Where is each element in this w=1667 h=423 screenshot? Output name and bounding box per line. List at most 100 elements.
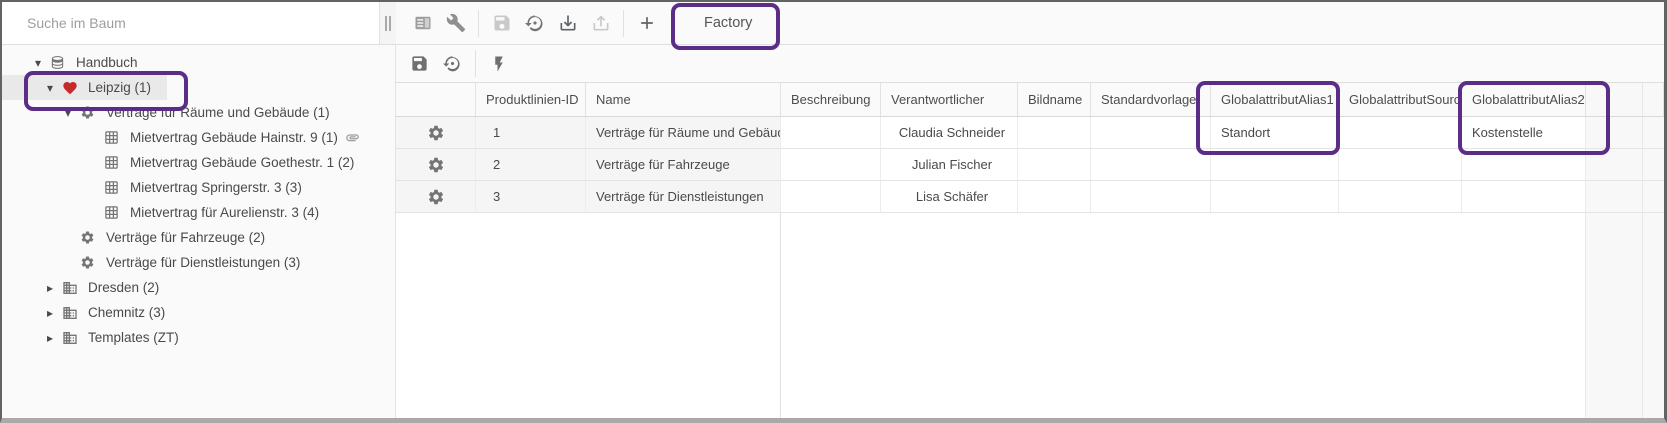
grid-save-button[interactable]	[403, 47, 436, 81]
cell-beschreibung[interactable]	[781, 117, 881, 148]
chevron-right-icon[interactable]: ▸	[46, 330, 54, 345]
header-standardvorlage[interactable]: Standardvorlage	[1091, 83, 1211, 116]
cell-verantwortlicher[interactable]: Lisa Schäfer	[881, 181, 1018, 212]
save-icon	[410, 54, 429, 73]
cell-produktlinien-id[interactable]: 3	[476, 181, 586, 212]
add-tab-button[interactable]	[630, 6, 663, 40]
wrench-button[interactable]	[439, 6, 472, 40]
header-name[interactable]: Name	[586, 83, 781, 116]
building-icon	[60, 330, 79, 346]
cell-beschreibung[interactable]	[781, 149, 881, 180]
upload-button-disabled[interactable]	[584, 6, 617, 40]
toolbar-divider	[623, 9, 624, 37]
cell-produktlinien-id[interactable]: 1	[476, 117, 586, 148]
sidebar-panel-button[interactable]	[406, 6, 439, 40]
building-icon	[60, 305, 79, 321]
cell-standardvorlage[interactable]	[1091, 181, 1211, 212]
cell-globalattribut-alias1[interactable]	[1211, 181, 1339, 212]
cell-verantwortlicher[interactable]: Julian Fischer	[881, 149, 1018, 180]
tree-item-vertraege-raeume[interactable]: ▾ Verträge für Räume und Gebäude (1)	[2, 100, 395, 125]
cell-globalattribut-source[interactable]	[1339, 117, 1462, 148]
tree-item-templates[interactable]: ▸ Templates (ZT)	[2, 325, 395, 350]
plus-icon	[637, 13, 657, 33]
cell-globalattribut-source[interactable]	[1339, 181, 1462, 212]
header-bildname[interactable]: Bildname	[1018, 83, 1091, 116]
chevron-down-icon[interactable]: ▾	[64, 105, 72, 120]
save-button-disabled[interactable]	[485, 6, 518, 40]
cell-globalattribut-alias2[interactable]: Kostenstelle	[1462, 117, 1586, 148]
panel-splitter-handle[interactable]	[380, 2, 396, 44]
lightning-button[interactable]	[482, 47, 515, 81]
row-filler	[1586, 149, 1664, 180]
tree-item-vertraege-dienstleistungen[interactable]: Verträge für Dienstleistungen (3)	[2, 250, 395, 275]
cell-globalattribut-alias2[interactable]	[1462, 149, 1586, 180]
cell-standardvorlage[interactable]	[1091, 117, 1211, 148]
cell-name[interactable]: Verträge für Räume und Gebäude	[586, 117, 781, 148]
table-grid-icon	[102, 155, 121, 170]
tree-item-label: Mietvertrag Gebäude Goethestr. 1 (2)	[130, 155, 355, 170]
cell-name[interactable]: Verträge für Fahrzeuge	[586, 149, 781, 180]
grid-filler-area	[1586, 213, 1664, 418]
table-row: 3 Verträge für Dienstleistungen Lisa Sch…	[396, 181, 1664, 213]
header-beschreibung[interactable]: Beschreibung	[781, 83, 881, 116]
top-bar: Factory	[2, 2, 1664, 45]
tree-item-mietvertrag-goethestr[interactable]: Mietvertrag Gebäude Goethestr. 1 (2)	[2, 150, 395, 175]
chevron-down-icon[interactable]: ▾	[34, 55, 42, 70]
gear-icon	[78, 230, 97, 245]
tree-item-label: Chemnitz (3)	[88, 305, 166, 320]
header-globalattribut-alias2[interactable]: GlobalattributAlias2	[1462, 83, 1586, 116]
heart-icon	[60, 80, 79, 96]
row-gear-button[interactable]	[421, 119, 451, 147]
header-verantwortlicher[interactable]: Verantwortlicher	[881, 83, 1018, 116]
header-gear-column[interactable]	[396, 83, 476, 116]
scroll-column-area	[781, 213, 1586, 418]
gear-icon	[78, 255, 97, 270]
chevron-right-icon[interactable]: ▸	[46, 280, 54, 295]
cell-standardvorlage[interactable]	[1091, 149, 1211, 180]
header-globalattribut-alias1[interactable]: GlobalattributAlias1	[1211, 83, 1339, 116]
row-gear-button[interactable]	[421, 183, 451, 211]
cell-globalattribut-source[interactable]	[1339, 149, 1462, 180]
cell-produktlinien-id[interactable]: 2	[476, 149, 586, 180]
save-icon	[492, 13, 512, 33]
tree-item-vertraege-fahrzeuge[interactable]: Verträge für Fahrzeuge (2)	[2, 225, 395, 250]
history-restore-icon	[443, 54, 462, 73]
chevron-right-icon[interactable]: ▸	[46, 305, 54, 320]
cell-bildname[interactable]	[1018, 181, 1091, 212]
history-restore-button[interactable]	[518, 6, 551, 40]
cell-bildname[interactable]	[1018, 149, 1091, 180]
cell-bildname[interactable]	[1018, 117, 1091, 148]
cell-globalattribut-alias1[interactable]: Standort	[1211, 117, 1339, 148]
tree-item-mietvertrag-hainstr[interactable]: Mietvertrag Gebäude Hainstr. 9 (1)	[2, 125, 395, 150]
building-icon	[60, 280, 79, 296]
tree-item-handbuch[interactable]: ▾ Handbuch	[2, 50, 395, 75]
row-actions-cell	[396, 149, 476, 180]
tree-item-dresden[interactable]: ▸ Dresden (2)	[2, 275, 395, 300]
tree-item-label: Mietvertrag Gebäude Hainstr. 9 (1)	[130, 130, 338, 145]
table-row: 2 Verträge für Fahrzeuge Julian Fischer	[396, 149, 1664, 181]
search-input[interactable]	[25, 14, 359, 32]
download-button[interactable]	[551, 6, 584, 40]
cell-beschreibung[interactable]	[781, 181, 881, 212]
grid-toolbar	[396, 45, 1664, 83]
row-filler	[1586, 117, 1664, 148]
tree-item-mietvertrag-aurelienstr[interactable]: Mietvertrag für Aurelienstr. 3 (4)	[2, 200, 395, 225]
cell-verantwortlicher[interactable]: Claudia Schneider	[881, 117, 1018, 148]
pinned-column-area	[396, 213, 781, 418]
wrench-icon	[446, 13, 466, 33]
tab-factory[interactable]: Factory	[704, 14, 753, 31]
tree-item-label: Mietvertrag für Aurelienstr. 3 (4)	[130, 205, 320, 220]
tree-item-leipzig[interactable]: ▾ Leipzig (1)	[2, 75, 168, 100]
header-globalattribut-source[interactable]: GlobalattributSource	[1339, 83, 1462, 116]
chevron-down-icon[interactable]: ▾	[46, 80, 54, 95]
cell-globalattribut-alias1[interactable]	[1211, 149, 1339, 180]
cell-name[interactable]: Verträge für Dienstleistungen	[586, 181, 781, 212]
cell-globalattribut-alias2[interactable]	[1462, 181, 1586, 212]
grid-empty-area	[396, 213, 1664, 418]
main-toolbar: Factory	[396, 2, 1664, 44]
grid-history-restore-button[interactable]	[436, 47, 469, 81]
tree-item-chemnitz[interactable]: ▸ Chemnitz (3)	[2, 300, 395, 325]
header-produktlinien-id[interactable]: Produktlinien-ID	[476, 83, 586, 116]
tree-item-mietvertrag-springerstr[interactable]: Mietvertrag Springerstr. 3 (3)	[2, 175, 395, 200]
row-gear-button[interactable]	[421, 151, 451, 179]
